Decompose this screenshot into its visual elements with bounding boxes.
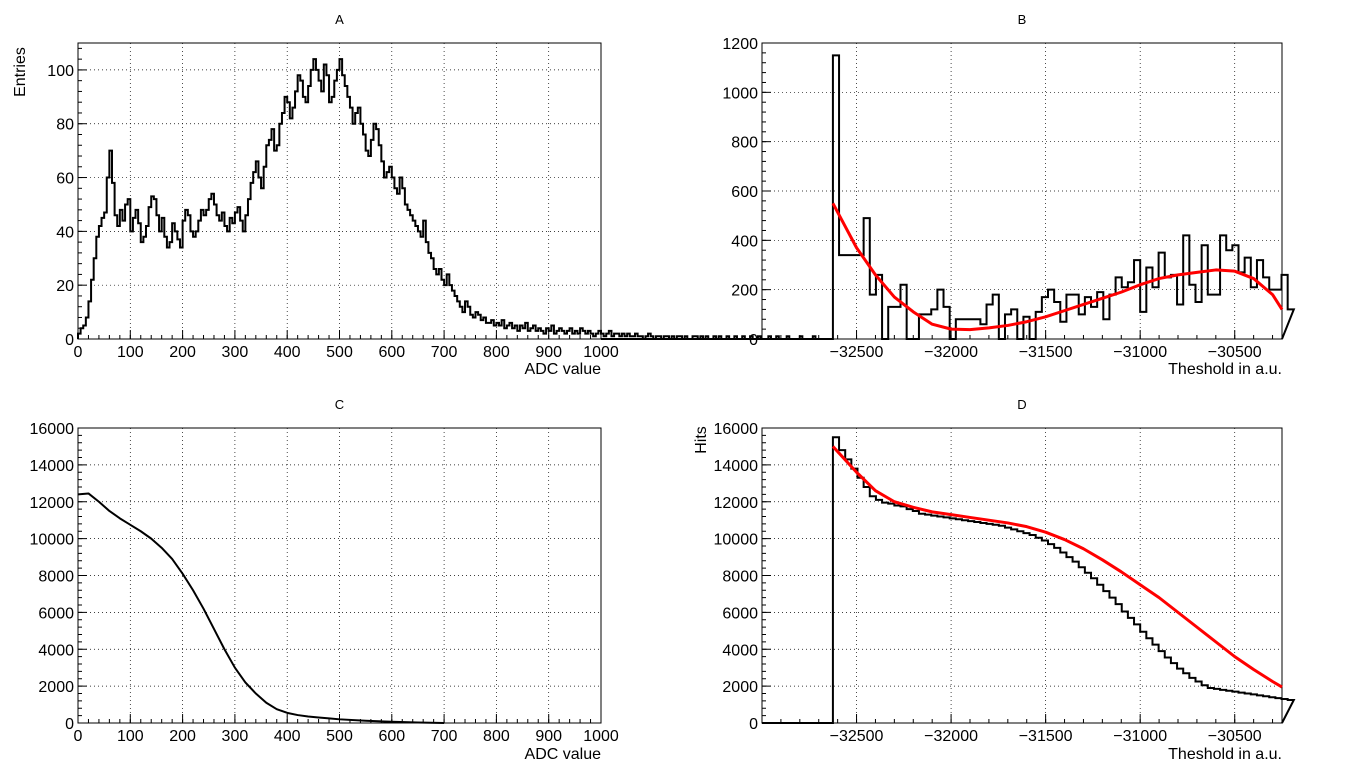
y-tick-label: 4000 <box>722 642 758 659</box>
x-tick-label: 600 <box>378 728 405 745</box>
x-tick-label: −31500 <box>1019 728 1073 745</box>
x-tick-label: 500 <box>326 344 353 361</box>
panel-b: −32500 −32000 −31500 −31000 −30500 0 200 400 600… <box>722 12 1296 378</box>
fit-curve <box>831 202 1284 332</box>
panel-title: C <box>335 397 344 412</box>
y-tick-label: 100 <box>47 63 74 80</box>
x-tick-label: −32000 <box>924 344 978 361</box>
x-tick-label: 700 <box>431 728 458 745</box>
x-tick-label: 300 <box>222 728 249 745</box>
y-tick-label: 2000 <box>722 679 758 696</box>
x-tick-label: −30500 <box>1208 344 1262 361</box>
x-tick-label: 200 <box>169 728 196 745</box>
x-tick-label: 400 <box>274 728 301 745</box>
y-tick-label: 14000 <box>714 458 759 475</box>
x-axis-title: Theshold in a.u. <box>1168 746 1282 763</box>
panel-title: D <box>1017 397 1026 412</box>
y-tick-label: 8000 <box>722 569 758 586</box>
y-tick-label: 20 <box>56 278 74 295</box>
y-tick-label: 800 <box>731 135 758 152</box>
x-axis-title: ADC value <box>525 361 602 378</box>
y-tick-label: 0 <box>65 716 74 733</box>
x-tick-label: 200 <box>169 344 196 361</box>
y-tick-label: 1000 <box>722 85 758 102</box>
x-tick-label: 100 <box>117 344 144 361</box>
y-tick-label: 16000 <box>714 421 759 438</box>
x-tick-label: −32000 <box>924 728 978 745</box>
x-tick-label: 0 <box>74 344 83 361</box>
y-tick-label: 0 <box>65 332 74 349</box>
x-axis-title: Theshold in a.u. <box>1168 361 1282 378</box>
histogram-steps <box>762 54 1296 340</box>
x-tick-label: 800 <box>483 344 510 361</box>
x-tick-label: −30500 <box>1208 728 1262 745</box>
fit-curve <box>831 445 1283 689</box>
y-tick-label: 400 <box>731 233 758 250</box>
y-tick-label: 8000 <box>38 569 74 586</box>
y-tick-label: 0 <box>749 332 758 349</box>
y-tick-label: 16000 <box>30 421 75 438</box>
y-tick-label: 4000 <box>38 642 74 659</box>
x-tick-label: 300 <box>222 344 249 361</box>
x-tick-label: 800 <box>483 728 510 745</box>
x-tick-label: −31500 <box>1019 344 1073 361</box>
y-tick-label: 0 <box>749 716 758 733</box>
y-tick-label: 60 <box>56 171 74 188</box>
x-tick-label: 1000 <box>583 728 619 745</box>
panel-title: A <box>335 12 344 27</box>
x-tick-label: 500 <box>326 728 353 745</box>
y-tick-label: 12000 <box>30 495 75 512</box>
x-axis-title: ADC value <box>525 746 602 763</box>
grid <box>78 428 601 723</box>
x-tick-label: −32500 <box>830 728 884 745</box>
y-tick-label: 6000 <box>722 605 758 622</box>
y-tick-label: 80 <box>56 117 74 134</box>
panel-title: B <box>1018 12 1027 27</box>
y-tick-label: 40 <box>56 224 74 241</box>
panel-a: 0 100 200 300 400 500 600 700 800 900 100002040608… <box>12 12 826 378</box>
y-tick-label: 200 <box>731 283 758 300</box>
y-tick-label: 12000 <box>714 495 759 512</box>
panel-c: 0 100 200 300 400 500 600 700 800 900 100002000400… <box>30 397 619 763</box>
x-tick-label: −31000 <box>1113 728 1167 745</box>
y-axis-title: Hits <box>693 426 710 454</box>
histogram-steps <box>762 436 1296 724</box>
y-tick-label: 6000 <box>38 605 74 622</box>
x-tick-label: 600 <box>378 344 405 361</box>
series-line <box>77 492 445 724</box>
x-tick-label: 900 <box>535 344 562 361</box>
x-tick-label: 400 <box>274 344 301 361</box>
x-tick-label: 1000 <box>583 344 619 361</box>
y-tick-label: 10000 <box>30 532 75 549</box>
panel-d: −32500 −32000 −31500 −31000 −30500 0 2000 4000 6… <box>693 397 1296 763</box>
histogram-steps <box>77 58 826 340</box>
x-tick-label: 700 <box>431 344 458 361</box>
grid <box>762 428 1282 723</box>
y-tick-label: 2000 <box>38 679 74 696</box>
x-tick-label: 100 <box>117 728 144 745</box>
grid <box>762 43 1282 339</box>
x-tick-label: −31000 <box>1113 344 1167 361</box>
x-tick-label: 0 <box>74 728 83 745</box>
y-axis-title: Entries <box>12 47 29 97</box>
y-tick-label: 14000 <box>30 458 75 475</box>
y-tick-label: 1200 <box>722 36 758 53</box>
x-tick-label: 900 <box>535 728 562 745</box>
x-tick-label: −32500 <box>830 344 884 361</box>
y-tick-label: 10000 <box>714 532 759 549</box>
grid <box>78 43 601 339</box>
y-tick-label: 600 <box>731 184 758 201</box>
